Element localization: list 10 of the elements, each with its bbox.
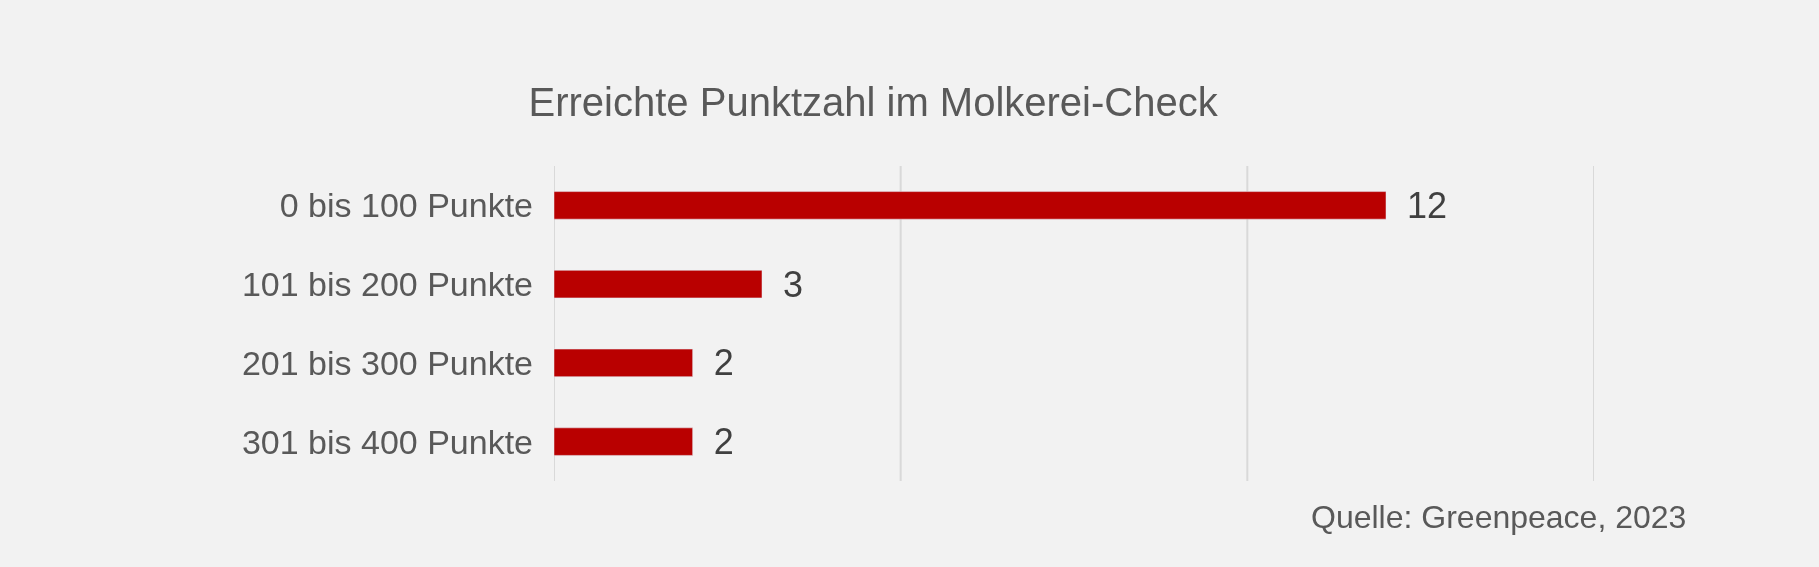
data-label: 3 <box>765 263 804 305</box>
y-tick-label: 0 bis 100 Punkte <box>279 186 533 225</box>
y-tick-label: 201 bis 300 Punkte <box>241 343 533 382</box>
data-label: 12 <box>1389 184 1448 226</box>
chart-title: Erreichte Punktzahl im Molkerei-Check <box>528 80 1219 124</box>
source-note: Quelle: Greenpeace, 2023 <box>1311 499 1687 535</box>
y-tick-label: 101 bis 200 Punkte <box>241 265 533 304</box>
y-tick-label: 301 bis 400 Punkte <box>241 422 533 461</box>
data-label: 2 <box>695 421 734 463</box>
data-label: 2 <box>695 342 734 384</box>
